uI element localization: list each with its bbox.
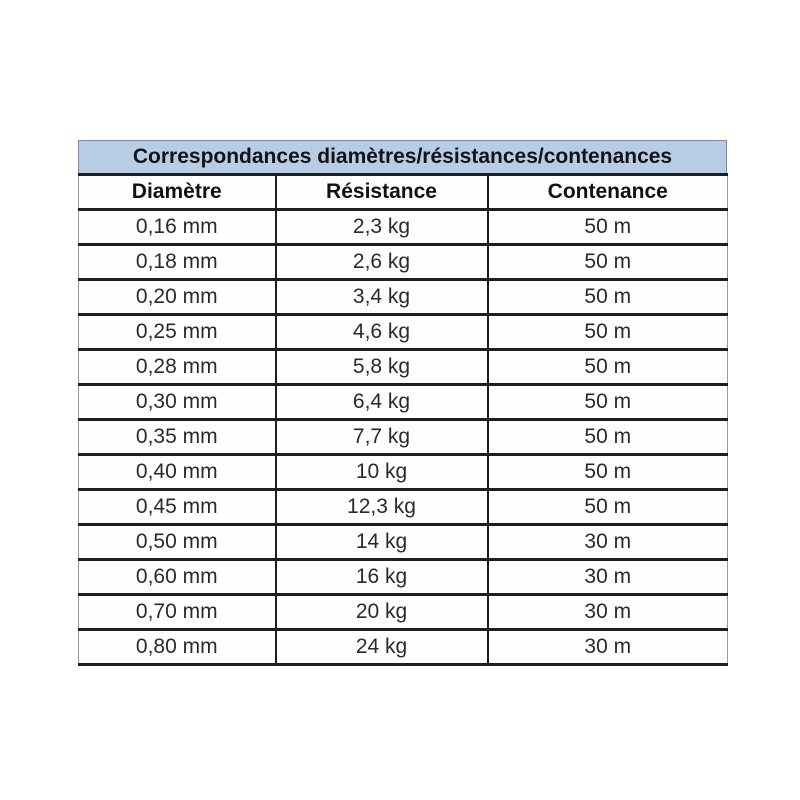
table-row: 0,20 mm 3,4 kg 50 m [78,278,728,315]
cell-diametre: 0,80 mm [78,628,276,666]
cell-contenance: 30 m [486,593,728,630]
cell-contenance: 30 m [486,523,728,560]
cell-resistance: 14 kg [274,523,488,560]
cell-contenance: 50 m [486,243,728,280]
cell-contenance: 30 m [486,628,728,666]
cell-diametre: 0,18 mm [78,243,276,280]
cell-resistance: 12,3 kg [274,488,488,525]
cell-resistance: 6,4 kg [274,383,488,420]
column-header-resistance: Résistance [274,173,488,210]
cell-resistance: 20 kg [274,593,488,630]
cell-resistance: 5,8 kg [274,348,488,385]
cell-contenance: 50 m [486,453,728,490]
table-row: 0,80 mm 24 kg 30 m [78,628,728,666]
cell-diametre: 0,40 mm [78,453,276,490]
cell-diametre: 0,20 mm [78,278,276,315]
table-row: 0,18 mm 2,6 kg 50 m [78,243,728,280]
cell-contenance: 50 m [486,348,728,385]
table-row: 0,50 mm 14 kg 30 m [78,523,728,560]
table-row: 0,25 mm 4,6 kg 50 m [78,313,728,350]
cell-contenance: 50 m [486,208,728,245]
cell-resistance: 3,4 kg [274,278,488,315]
column-header-contenance: Contenance [486,173,728,210]
cell-diametre: 0,16 mm [78,208,276,245]
cell-resistance: 2,3 kg [274,208,488,245]
table-row: 0,30 mm 6,4 kg 50 m [78,383,728,420]
cell-resistance: 2,6 kg [274,243,488,280]
table-row: 0,70 mm 20 kg 30 m [78,593,728,630]
table-row: 0,28 mm 5,8 kg 50 m [78,348,728,385]
cell-diametre: 0,35 mm [78,418,276,455]
table-row: 0,60 mm 16 kg 30 m [78,558,728,595]
table-row: 0,45 mm 12,3 kg 50 m [78,488,728,525]
correspondence-table: Correspondances diamètres/résistances/co… [78,140,728,666]
table-row: 0,40 mm 10 kg 50 m [78,453,728,490]
cell-resistance: 24 kg [274,628,488,666]
cell-resistance: 7,7 kg [274,418,488,455]
data-table: Diamètre Résistance Contenance 0,16 mm 2… [78,173,728,666]
cell-diametre: 0,60 mm [78,558,276,595]
cell-contenance: 50 m [486,383,728,420]
cell-diametre: 0,45 mm [78,488,276,525]
table-row: 0,16 mm 2,3 kg 50 m [78,208,728,245]
cell-diametre: 0,50 mm [78,523,276,560]
table-title: Correspondances diamètres/résistances/co… [78,140,727,173]
cell-diametre: 0,28 mm [78,348,276,385]
cell-resistance: 10 kg [274,453,488,490]
cell-resistance: 16 kg [274,558,488,595]
cell-diametre: 0,30 mm [78,383,276,420]
table-row: 0,35 mm 7,7 kg 50 m [78,418,728,455]
cell-contenance: 30 m [486,558,728,595]
cell-diametre: 0,25 mm [78,313,276,350]
cell-contenance: 50 m [486,488,728,525]
cell-diametre: 0,70 mm [78,593,276,630]
column-header-diametre: Diamètre [78,173,276,210]
cell-contenance: 50 m [486,278,728,315]
cell-contenance: 50 m [486,313,728,350]
cell-contenance: 50 m [486,418,728,455]
header-row: Diamètre Résistance Contenance [78,173,728,210]
cell-resistance: 4,6 kg [274,313,488,350]
